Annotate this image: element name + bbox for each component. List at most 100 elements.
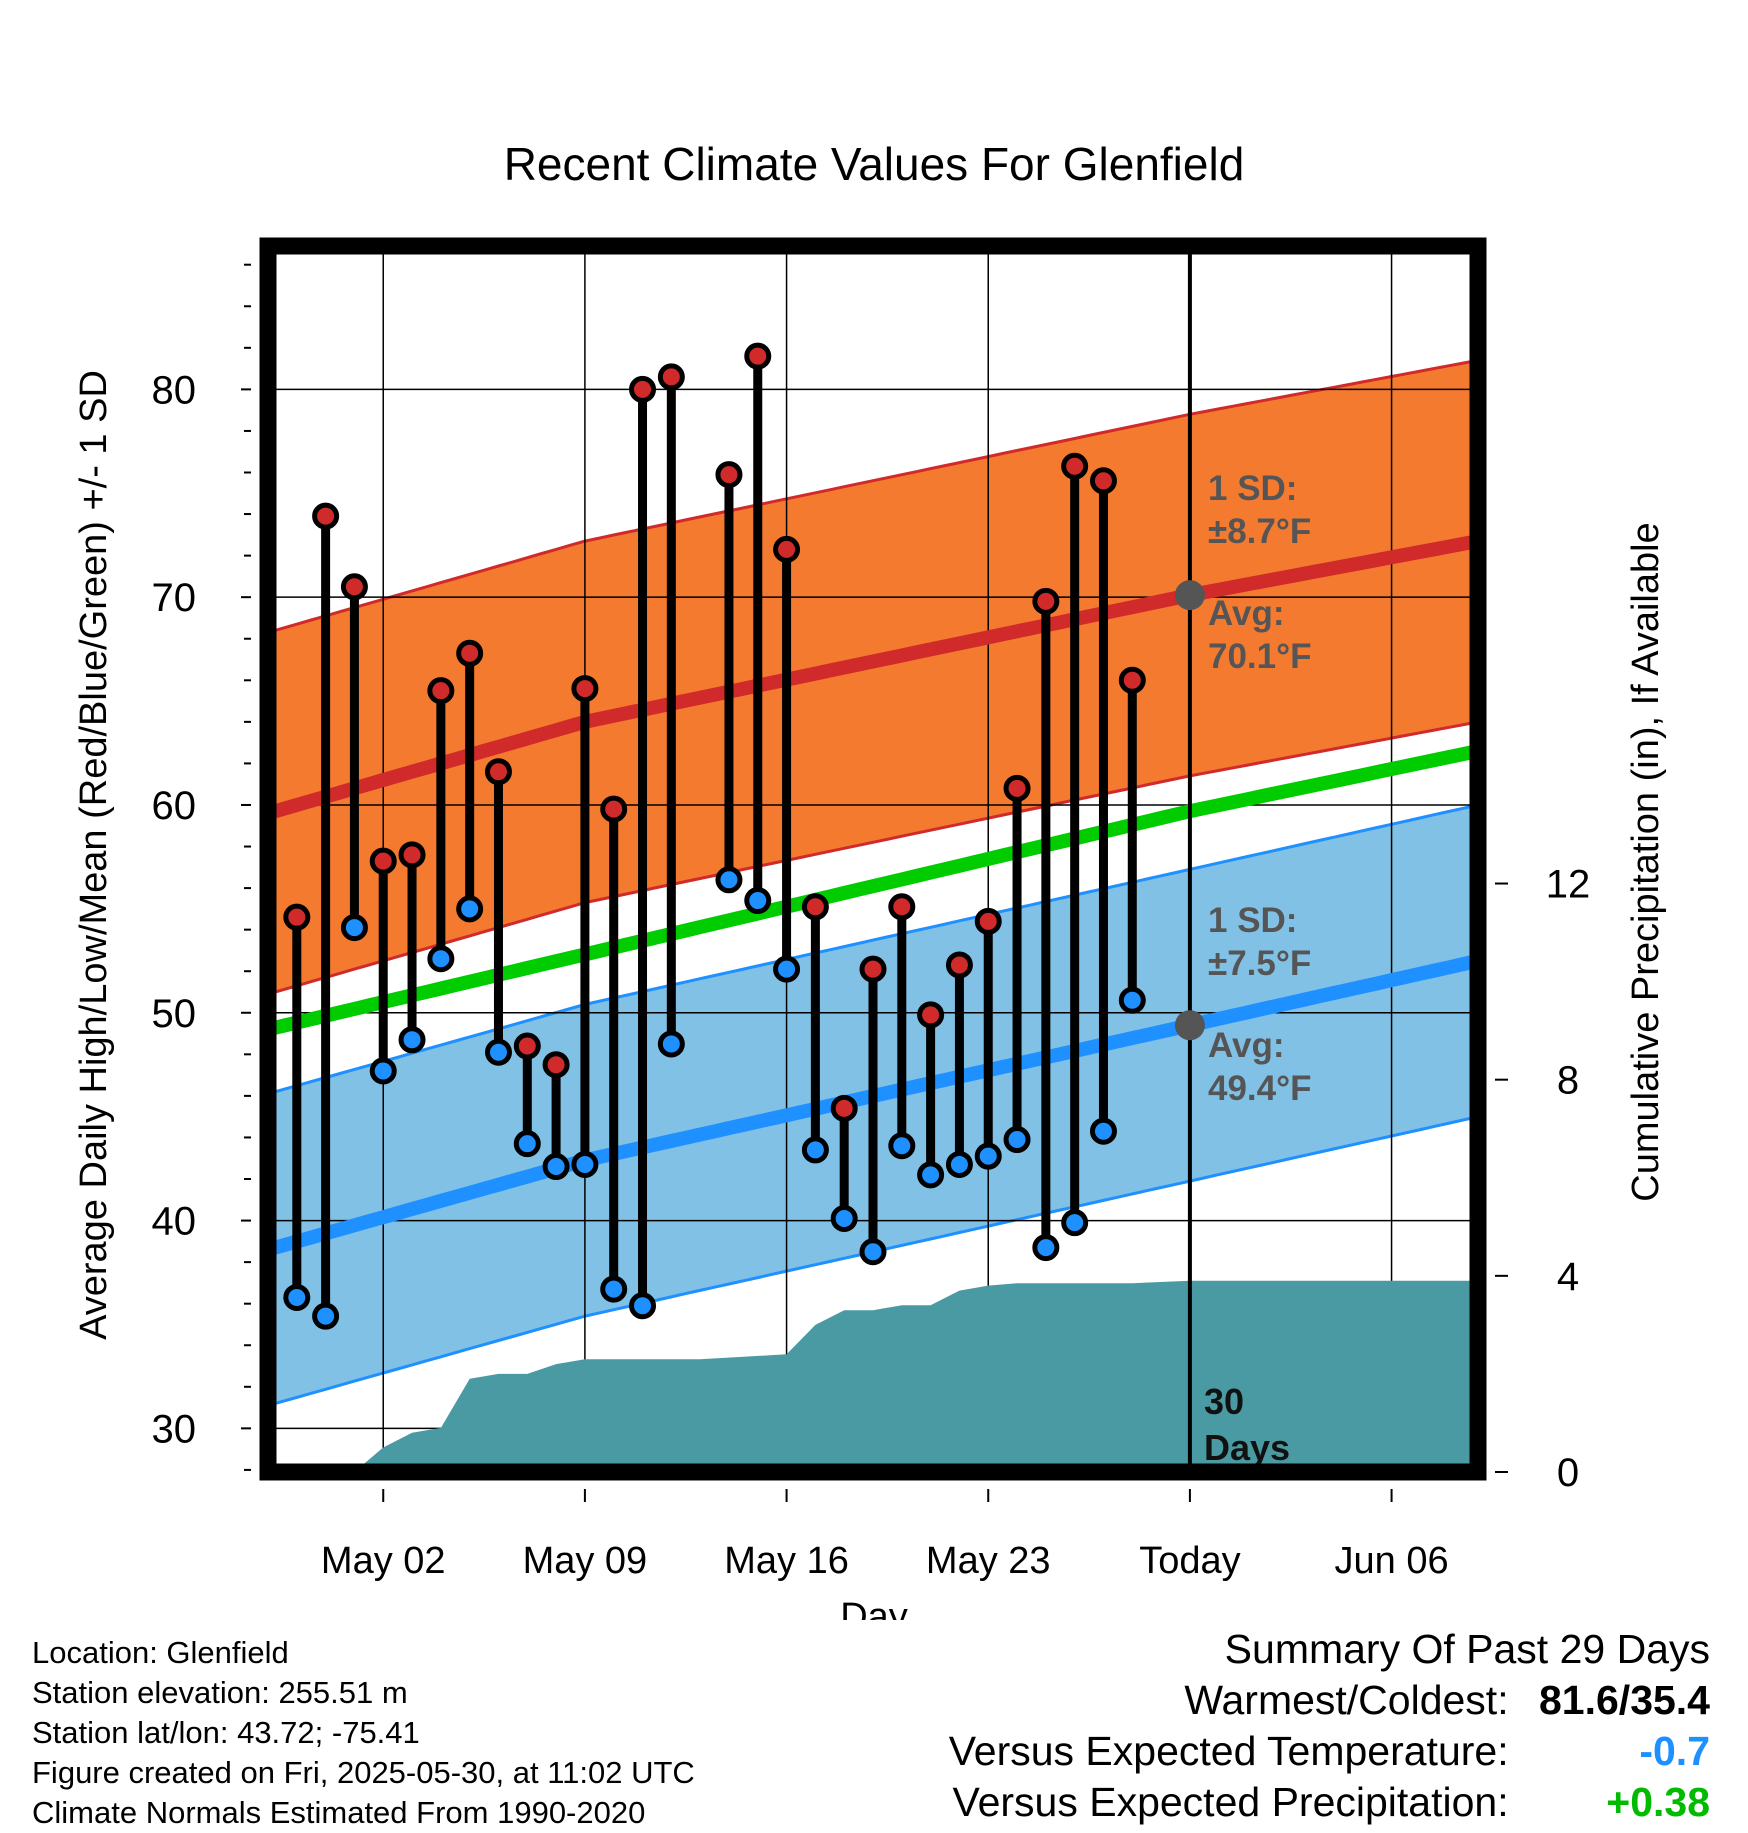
daily-high-point [312,502,340,530]
y-tick-label: 60 [152,784,197,828]
low-sd-value: ±7.5°F [1208,944,1311,983]
daily-low-point [945,1150,973,1178]
daily-high-point [1032,587,1060,615]
normal-high-lower-sd-line [268,720,1478,996]
precip-departure-value: +0.38 [1606,1779,1710,1825]
daily-high-point [917,1001,945,1029]
daily-low-point [801,1136,829,1164]
daily-low-point [1118,986,1146,1014]
daily-low-point [513,1130,541,1158]
daily-low-point [1032,1234,1060,1262]
y-tick-label: 70 [152,576,197,620]
high-sd-label: 1 SD: [1208,469,1297,508]
elevation-text: Station elevation: 255.51 m [32,1675,408,1710]
x-axis-label: Day [840,1596,908,1620]
x-tick-label: May 23 [926,1540,1051,1582]
daily-low-point [369,1057,397,1085]
daily-low-point [859,1238,887,1266]
daily-low-point [312,1302,340,1330]
daily-high-point [859,955,887,983]
temp-departure-row: Versus Expected Temperature: -0.7 [949,1726,1710,1777]
y-tick-label: 40 [152,1200,197,1244]
normal-high-band [268,360,1478,995]
daily-high-point [427,677,455,705]
normal-low-upper-sd-line [268,803,1478,1096]
daily-low-point [830,1204,858,1232]
x-tick-label: May 02 [321,1540,446,1582]
daily-high-point [715,461,743,489]
location-text: Location: Glenfield [32,1635,289,1670]
daily-high-point [513,1032,541,1060]
daily-high-point [657,363,685,391]
daily-low-point [398,1026,426,1054]
daily-low-point [888,1132,916,1160]
precip-departure-row: Versus Expected Precipitation: +0.38 [949,1777,1711,1828]
daily-low-point [484,1038,512,1066]
temp-departure-value: -0.7 [1639,1728,1710,1774]
daily-high-point [542,1051,570,1079]
window-label-unit: Days [1204,1427,1290,1468]
summary-panel: Summary Of Past 29 Days Warmest/Coldest:… [949,1624,1710,1828]
window-label-number: 30 [1204,1381,1244,1422]
daily-high-point [1003,774,1031,802]
created-text: Figure created on Fri, 2025-05-30, at 11… [32,1755,695,1790]
daily-high-point [456,639,484,667]
normal-mean-line [268,744,1478,1037]
low-sd-label: 1 SD: [1208,901,1297,940]
today-low-average-marker [1174,1010,1205,1041]
warm-cold-value: 81.6/35.4 [1539,1677,1710,1723]
daily-high-point [1061,452,1089,480]
daily-high-point [340,573,368,601]
x-tick-label: Today [1139,1540,1240,1582]
daily-high-point [1118,666,1146,694]
daily-low-point [456,895,484,923]
daily-high-point [945,951,973,979]
y2-tick-label: 12 [1546,863,1591,907]
high-sd-value: ±8.7°F [1208,512,1311,551]
daily-low-point [715,866,743,894]
precipitation-area [354,1280,1478,1472]
daily-low-point [1089,1117,1117,1145]
daily-high-point [888,893,916,921]
today-high-average-marker [1174,580,1205,611]
daily-low-point [427,945,455,973]
temp-departure-label: Versus Expected Temperature: [948,1728,1509,1774]
daily-low-point [657,1030,685,1058]
daily-low-point [542,1153,570,1181]
latlon-text: Station lat/lon: 43.72; -75.41 [32,1715,420,1750]
y2-tick-label: 0 [1557,1451,1579,1495]
low-avg-value: 49.4°F [1208,1069,1312,1108]
daily-low-point [974,1142,1002,1170]
y-tick-label: 80 [152,368,197,412]
y2-axis-label: Cumulative Precipitation (in), If Availa… [1625,522,1667,1201]
high-avg-label: Avg: [1208,594,1284,633]
daily-high-point [484,758,512,786]
summary-heading: Summary Of Past 29 Days [1224,1626,1710,1672]
daily-high-point [629,375,657,403]
plot-area: 1 SD: ±8.7°F Avg: 70.1°F 1 SD: ±7.5°F Avg: 49.4… [268,246,1478,1472]
daily-high-point [773,535,801,563]
daily-high-point [398,841,426,869]
daily-high-point [571,675,599,703]
daily-high-point [801,893,829,921]
plot-frame [259,237,1487,1481]
y2-tick-label: 8 [1557,1059,1579,1103]
normal-high-upper-sd-line [268,358,1478,634]
daily-high-point [600,795,628,823]
daily-high-point [830,1094,858,1122]
daily-low-point [571,1150,599,1178]
x-tick-label: May 16 [724,1540,849,1582]
warm-cold-label: Warmest/Coldest: [1184,1677,1509,1723]
daily-low-point [744,887,772,915]
daily-low-point [600,1275,628,1303]
daily-low-point [629,1292,657,1320]
daily-high-point [744,342,772,370]
y-tick-label: 30 [152,1407,197,1451]
daily-high-point [974,907,1002,935]
x-tick-label: Jun 06 [1335,1540,1449,1582]
chart-title: Recent Climate Values For Glenfield [504,138,1245,190]
daily-low-point [1061,1209,1089,1237]
precip-departure-label: Versus Expected Precipitation: [952,1779,1509,1825]
daily-low-point [917,1161,945,1189]
y-tick-label: 50 [152,992,197,1036]
